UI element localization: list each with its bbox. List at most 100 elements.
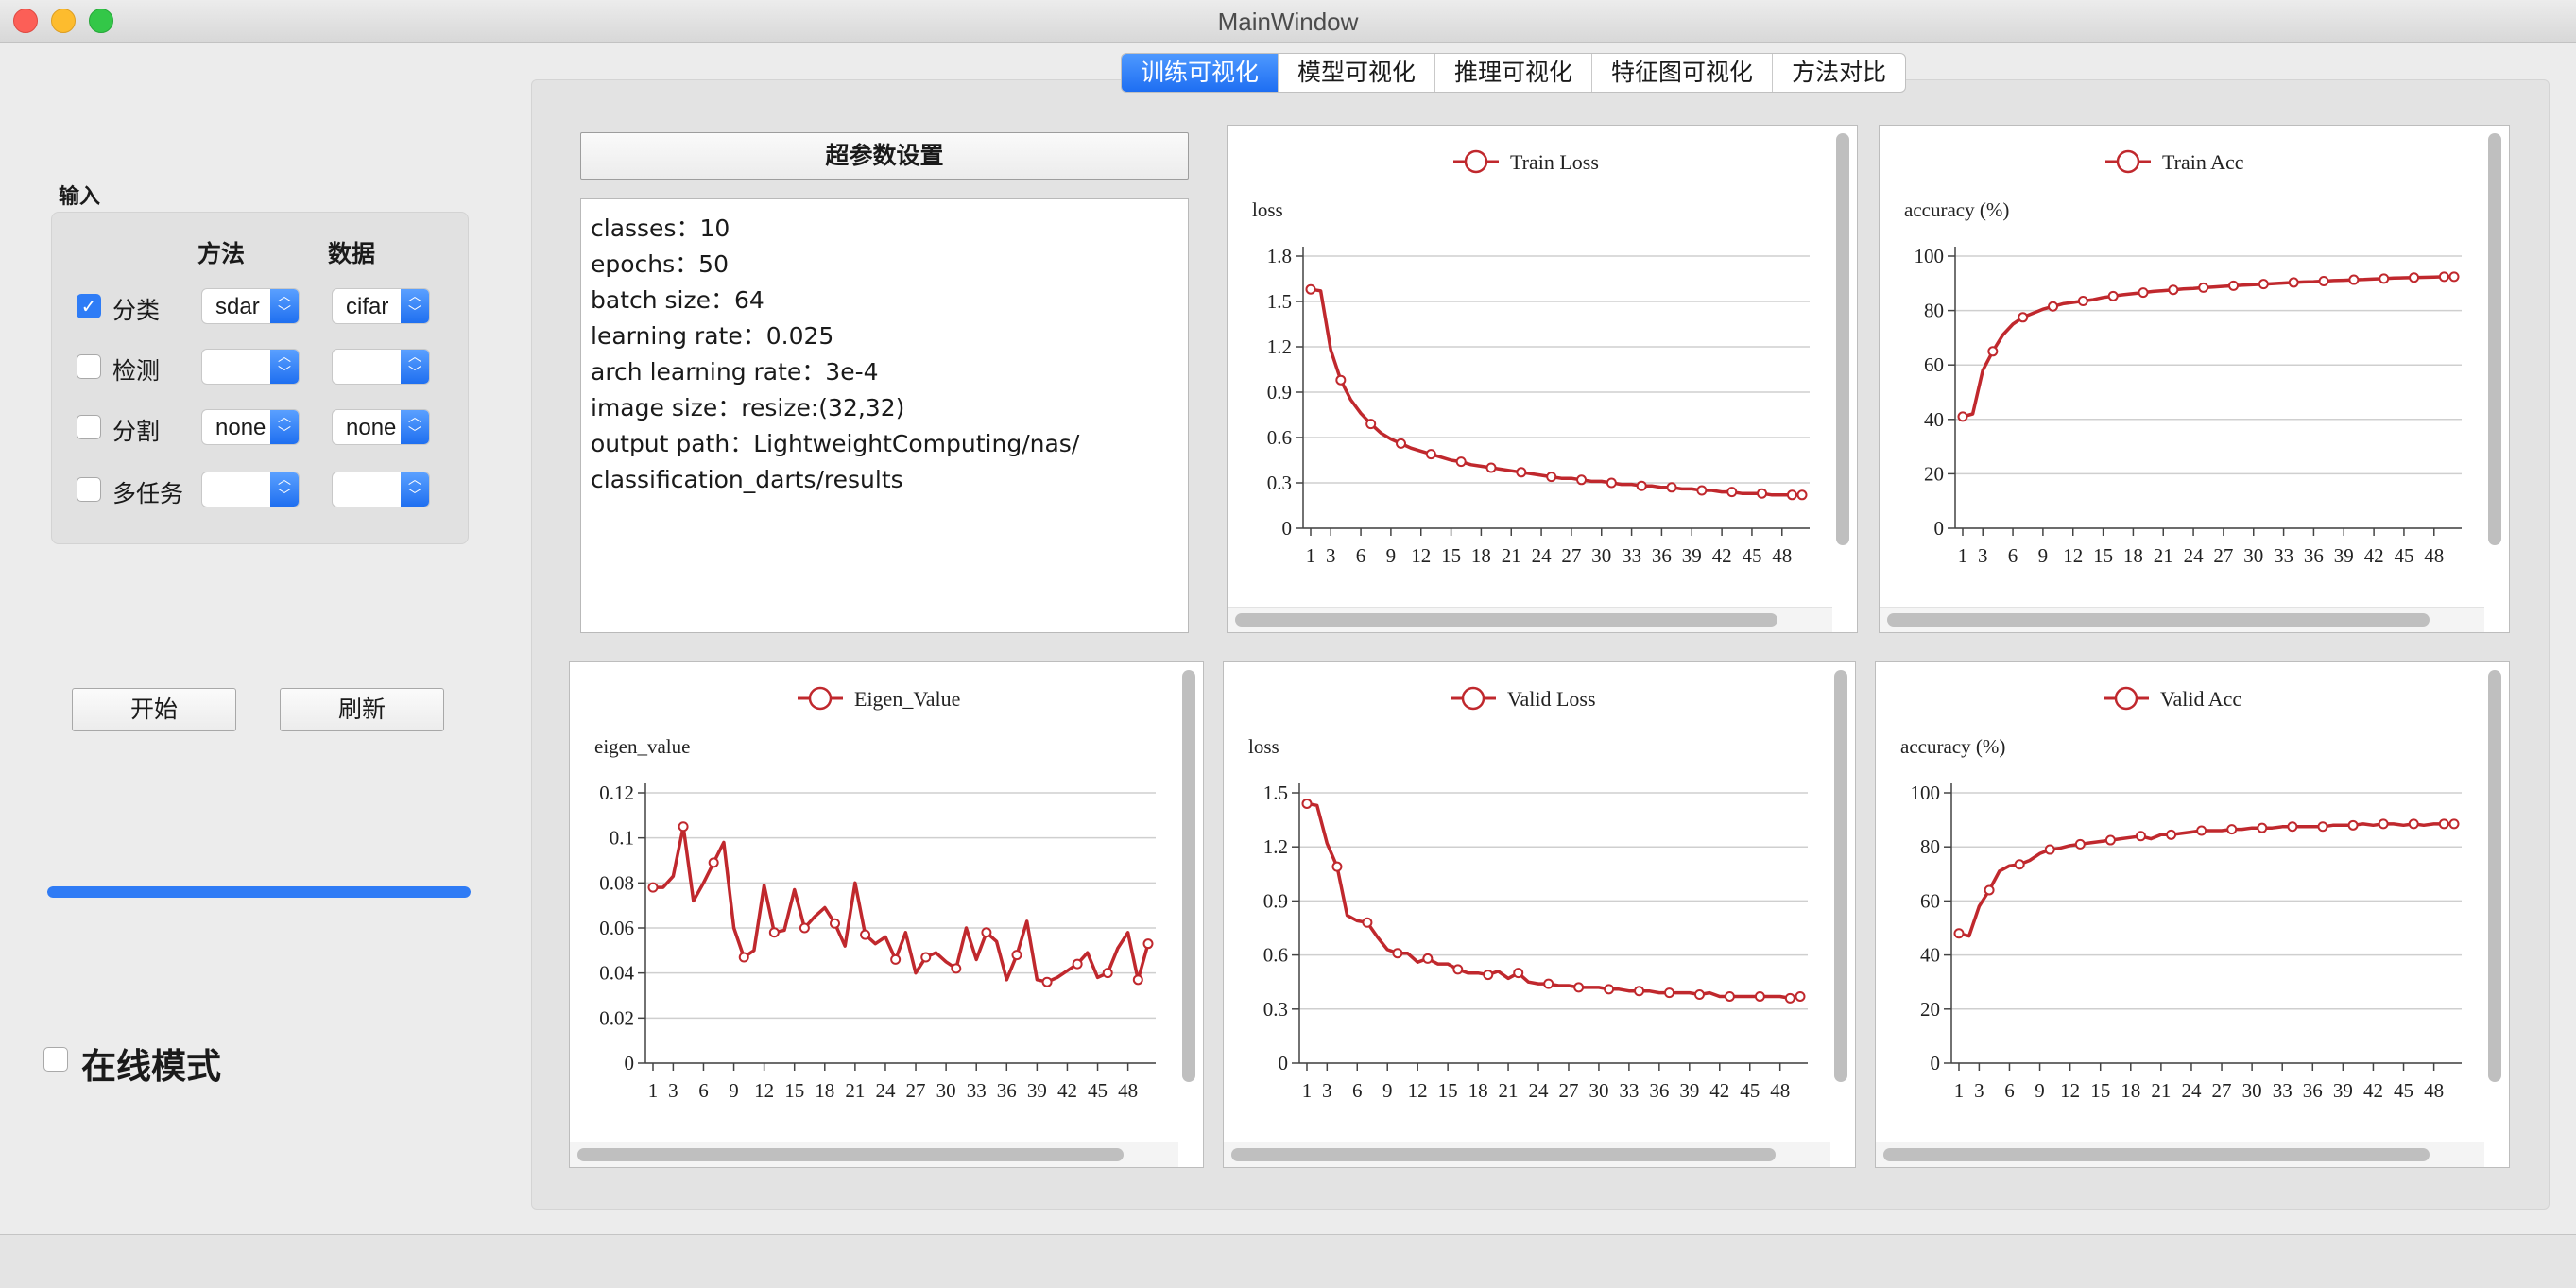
x-tick-label: 27 xyxy=(2213,544,2233,567)
method-column-header: 方法 xyxy=(197,240,246,267)
data-point xyxy=(2135,831,2146,842)
tab-feature-map-visualization[interactable]: 特征图可视化 xyxy=(1591,54,1772,92)
classification-checkbox[interactable]: ✓ xyxy=(77,294,101,318)
vertical-scrollbar[interactable] xyxy=(2488,670,2501,1082)
legend-label: Train Acc xyxy=(2162,150,2244,174)
x-tick-label: 39 xyxy=(1682,544,1702,567)
task-row-segmentation: 分割 none ︿ ﹀ none ︿ ﹀ xyxy=(52,407,468,447)
data-point xyxy=(1011,950,1022,961)
classification-method-select[interactable]: sdar ︿ ﹀ xyxy=(201,288,300,324)
hp-line: classification_darts/results xyxy=(591,466,903,493)
refresh-button[interactable]: 刷新 xyxy=(280,688,444,731)
x-tick-label: 15 xyxy=(2093,544,2113,567)
vertical-scrollbar[interactable] xyxy=(1182,670,1195,1082)
segmentation-data-select[interactable]: none ︿ ﹀ xyxy=(332,409,430,445)
data-point xyxy=(1757,488,1768,499)
detection-label: 检测 xyxy=(112,357,161,385)
horizontal-scrollbar[interactable] xyxy=(1231,1148,1776,1161)
y-axis-label: accuracy (%) xyxy=(1900,735,2005,758)
status-bar xyxy=(0,1234,2576,1288)
multitask-data-select[interactable]: ︿ ﹀ xyxy=(332,472,430,507)
classification-data-select[interactable]: cifar ︿ ﹀ xyxy=(332,288,430,324)
tab-method-comparison[interactable]: 方法对比 xyxy=(1772,54,1905,92)
x-tick-label: 48 xyxy=(2424,1079,2444,1102)
data-point xyxy=(2258,279,2269,290)
x-tick-label: 24 xyxy=(1532,544,1553,567)
data-point xyxy=(2226,824,2238,835)
hp-line: output path：LightweightComputing/nas/ xyxy=(591,430,1080,457)
data-point xyxy=(1543,978,1554,989)
multitask-method-select[interactable]: ︿ ﹀ xyxy=(201,472,300,507)
data-point xyxy=(1576,474,1588,486)
data-point xyxy=(1072,958,1083,970)
vertical-scrollbar[interactable] xyxy=(1834,670,1847,1082)
x-tick-label: 9 xyxy=(1382,1079,1393,1102)
detection-method-select[interactable]: ︿ ﹀ xyxy=(201,349,300,385)
minimize-window-button[interactable] xyxy=(51,9,76,33)
online-mode-checkbox[interactable] xyxy=(43,1047,68,1072)
detection-data-select[interactable]: ︿ ﹀ xyxy=(332,349,430,385)
data-point xyxy=(1485,462,1497,473)
x-tick-label: 3 xyxy=(1326,544,1336,567)
y-axis-label: loss xyxy=(1252,198,1283,221)
y-tick-label: 1.2 xyxy=(1267,335,1292,358)
tab-inference-visualization[interactable]: 推理可视化 xyxy=(1434,54,1591,92)
data-point xyxy=(2168,284,2179,296)
train-loss-chart: Train Loss loss 0 0.3 0.6 0.9 1.2 1.5 1.8 1 3 6 9 12 1… xyxy=(1227,125,1858,633)
data-point xyxy=(2408,818,2419,830)
data-point xyxy=(1693,989,1705,1001)
hyperparameter-settings-button[interactable]: 超参数设置 xyxy=(580,132,1189,180)
x-tick-label: 27 xyxy=(1561,544,1581,567)
segmentation-method-value: none xyxy=(215,415,266,440)
close-window-button[interactable] xyxy=(13,9,38,33)
x-tick-label: 24 xyxy=(1529,1079,1550,1102)
horizontal-scrollbar[interactable] xyxy=(1235,613,1777,627)
horizontal-scrollbar[interactable] xyxy=(577,1148,1124,1161)
x-tick-label: 1 xyxy=(1954,1079,1965,1102)
data-point xyxy=(2018,312,2029,323)
horizontal-scrollbar-track xyxy=(1876,1142,2484,1167)
data-point xyxy=(1664,987,1675,999)
multitask-checkbox[interactable] xyxy=(77,477,101,502)
data-point xyxy=(2044,844,2055,855)
detection-checkbox[interactable] xyxy=(77,354,101,379)
maximize-window-button[interactable] xyxy=(89,9,113,33)
x-tick-label: 21 xyxy=(2151,1079,2171,1102)
data-point xyxy=(2288,277,2299,288)
horizontal-scrollbar[interactable] xyxy=(1887,613,2430,627)
data-point xyxy=(2448,818,2460,830)
y-tick-label: 80 xyxy=(1924,300,1944,322)
start-button[interactable]: 开始 xyxy=(72,688,236,731)
data-column-header: 数据 xyxy=(328,240,376,267)
x-tick-label: 42 xyxy=(2363,1079,2383,1102)
x-tick-label: 30 xyxy=(936,1079,956,1102)
x-tick-label: 30 xyxy=(1589,1079,1608,1102)
vertical-scrollbar[interactable] xyxy=(2488,133,2501,545)
x-tick-label: 33 xyxy=(1622,544,1641,567)
data-point xyxy=(860,929,871,940)
horizontal-scrollbar[interactable] xyxy=(1883,1148,2430,1161)
segmentation-method-select[interactable]: none ︿ ﹀ xyxy=(201,409,300,445)
data-point xyxy=(890,953,902,965)
tab-model-visualization[interactable]: 模型可视化 xyxy=(1278,54,1434,92)
vertical-scrollbar[interactable] xyxy=(1836,133,1849,545)
hp-line: image size：resize:(32,32) xyxy=(591,394,905,421)
data-point xyxy=(1987,346,1999,357)
data-point xyxy=(1636,480,1647,491)
data-point xyxy=(1795,990,1806,1002)
tab-training-visualization[interactable]: 训练可视化 xyxy=(1122,54,1279,92)
task-row-multitask: 多任务 ︿ ﹀ ︿ ﹀ xyxy=(52,470,468,509)
x-tick-label: 42 xyxy=(1709,1079,1729,1102)
x-tick-label: 9 xyxy=(729,1079,739,1102)
hp-line: learning rate：0.025 xyxy=(591,322,834,350)
y-tick-label: 60 xyxy=(1924,353,1944,376)
hyperparameter-textbox[interactable]: classes：10 epochs：50 batch size：64 learn… xyxy=(580,198,1189,633)
horizontal-scrollbar-track xyxy=(1224,1142,1830,1167)
segmentation-checkbox[interactable] xyxy=(77,415,101,439)
data-point xyxy=(708,857,719,868)
x-tick-label: 18 xyxy=(1468,1079,1488,1102)
y-tick-label: 60 xyxy=(1920,889,1940,912)
data-point xyxy=(1365,419,1377,430)
tab-bar: 训练可视化 模型可视化 推理可视化 特征图可视化 方法对比 xyxy=(1121,53,1907,93)
x-tick-label: 48 xyxy=(1770,1079,1790,1102)
